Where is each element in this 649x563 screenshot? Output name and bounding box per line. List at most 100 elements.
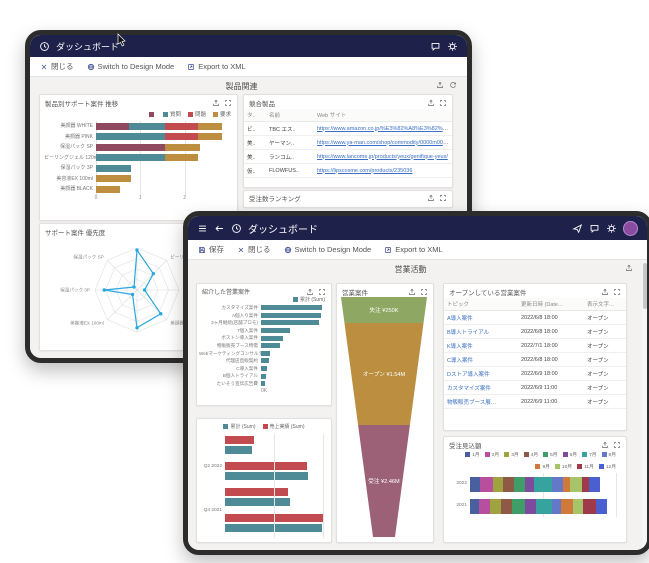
export-icon[interactable] — [436, 81, 444, 89]
bar-track — [96, 175, 229, 183]
design-mode-button[interactable]: Switch to Design Mode — [284, 245, 371, 254]
topic-link[interactable]: B導入トライアル — [447, 329, 490, 336]
radar-point[interactable] — [151, 271, 156, 276]
bar-segment — [524, 498, 537, 514]
legend-label: 3月 — [511, 453, 519, 458]
card-title: 紹介した営業案件 — [202, 290, 251, 296]
radar-axis-label: 保湿パック SP — [73, 253, 103, 260]
table-row: Dストア導入案件 2022/6/9 18:00 オープン — [444, 366, 626, 381]
topic-link[interactable]: K導入案件 — [447, 343, 473, 350]
column-header[interactable]: Web サイト — [314, 109, 452, 122]
chat-icon[interactable] — [430, 41, 441, 52]
expand-icon[interactable] — [613, 288, 621, 296]
url-link[interactable]: https://www.lancome.jp/products/yeux/gen… — [317, 153, 448, 160]
gear-icon[interactable] — [606, 223, 617, 234]
expand-icon[interactable] — [439, 99, 447, 107]
export-icon[interactable] — [212, 99, 220, 107]
close-icon — [237, 246, 245, 254]
topic-link[interactable]: C導入案件 — [447, 357, 473, 364]
back-icon[interactable] — [214, 223, 225, 234]
expand-icon[interactable] — [420, 288, 428, 296]
export-icon[interactable] — [601, 441, 609, 449]
card-actions — [212, 99, 232, 107]
expand-icon[interactable] — [439, 194, 447, 202]
export-icon[interactable] — [427, 194, 435, 202]
radar-point[interactable] — [102, 288, 106, 292]
expand-icon[interactable] — [224, 99, 232, 107]
export-icon[interactable] — [427, 99, 435, 107]
save-button[interactable]: 保存 — [198, 244, 224, 255]
export-icon[interactable] — [306, 288, 314, 296]
url-link[interactable]: https://www.amazon.co.jp/%E3%82%A8%E3%82… — [317, 125, 452, 132]
export-icon[interactable] — [625, 264, 633, 272]
bar-row — [470, 495, 616, 517]
radar-point[interactable] — [135, 248, 139, 252]
bar-segment-red — [225, 462, 308, 470]
x-tick: 2 — [183, 194, 187, 201]
section-title-products: 製品関連 — [225, 82, 258, 91]
column-header[interactable]: 名前 — [266, 109, 314, 122]
export-icon[interactable] — [601, 288, 609, 296]
close-label: 閉じる — [248, 245, 271, 254]
gridline — [616, 473, 617, 517]
card-title: サポート案件 優先度 — [45, 230, 106, 237]
radar-point[interactable] — [135, 326, 139, 330]
avatar[interactable] — [623, 220, 638, 236]
legend-label: 5月 — [550, 453, 558, 458]
funnel-stage[interactable] — [341, 297, 427, 323]
chat-icon[interactable] — [589, 223, 600, 234]
gear-icon[interactable] — [447, 41, 458, 52]
legend-item: 11月 — [577, 463, 594, 470]
x-axis-ticks: 0 1 2 — [95, 194, 229, 203]
expand-icon[interactable] — [318, 288, 326, 296]
bar-segment — [96, 164, 131, 172]
funnel-chart: 失注 ¥250K オープン ¥1.54M 受注 ¥2.46M — [341, 297, 427, 537]
column-header[interactable]: 更新日時 (Date… — [518, 298, 584, 311]
url-link[interactable]: https://lipscosme.com/products/235036 — [317, 167, 413, 174]
topic-link[interactable]: A導入案件 — [447, 315, 473, 322]
bar-row — [96, 142, 229, 153]
scrollbar-thumb[interactable] — [642, 263, 647, 309]
design-mode-button[interactable]: Switch to Design Mode — [87, 62, 174, 71]
export-xml-button[interactable]: Export to XML — [384, 245, 443, 254]
legend-swatch — [554, 464, 560, 469]
bar-segment — [261, 350, 270, 356]
column-header[interactable]: トピック — [444, 298, 518, 311]
column-header[interactable]: 表示文字… — [584, 298, 626, 311]
bar-row — [470, 473, 616, 495]
bar-row — [261, 350, 325, 358]
date-cell: 2022/6/9 18:00 — [518, 366, 584, 381]
close-button[interactable]: 閉じる — [237, 244, 271, 255]
radar-point[interactable] — [132, 285, 136, 289]
radar-point[interactable] — [159, 312, 163, 316]
export-icon[interactable] — [408, 288, 416, 296]
name-cell: ヤーマン.. — [266, 135, 314, 150]
scrollbar[interactable] — [642, 260, 647, 550]
close-button[interactable]: 閉じる — [40, 61, 74, 72]
funnel-stage[interactable] — [358, 425, 410, 537]
radar-point[interactable] — [142, 288, 147, 292]
bar-labels: カスタマイズ案件 A個入り案件 3ヶ月継続(店舗プロモ) 7個入案件 ボストン導入案件物… — [199, 304, 261, 388]
legend-swatch — [543, 452, 549, 457]
topic-link[interactable]: カスタマイズ案件 — [447, 385, 491, 392]
bar-segment — [261, 335, 283, 341]
radar-point[interactable] — [130, 292, 135, 297]
table-row: カスタマイズ案件 2022/6/9 11:00 オープン — [444, 380, 626, 395]
legend-swatch — [187, 111, 193, 117]
funnel-stage[interactable] — [344, 323, 424, 425]
refresh-icon[interactable] — [449, 81, 457, 89]
expand-icon[interactable] — [613, 441, 621, 449]
legend-label: 要求 — [219, 112, 231, 118]
topic-link[interactable]: 物販販売ブース展… — [447, 399, 497, 406]
column-header[interactable]: タ.. — [244, 109, 266, 122]
menu-icon[interactable] — [197, 223, 208, 234]
send-icon[interactable] — [572, 223, 583, 234]
bar-row — [261, 342, 325, 350]
export-xml-button[interactable]: Export to XML — [187, 62, 246, 71]
x-tick: 1 — [138, 194, 142, 201]
bar-track — [96, 122, 229, 130]
bar-segment — [493, 476, 503, 492]
url-link[interactable]: https://www.ya-man.com/shop/commodity/00… — [317, 139, 452, 146]
topic-link[interactable]: Dストア導入案件 — [447, 371, 490, 378]
stacked-bar-chart: 2022 2021 — [444, 471, 626, 517]
